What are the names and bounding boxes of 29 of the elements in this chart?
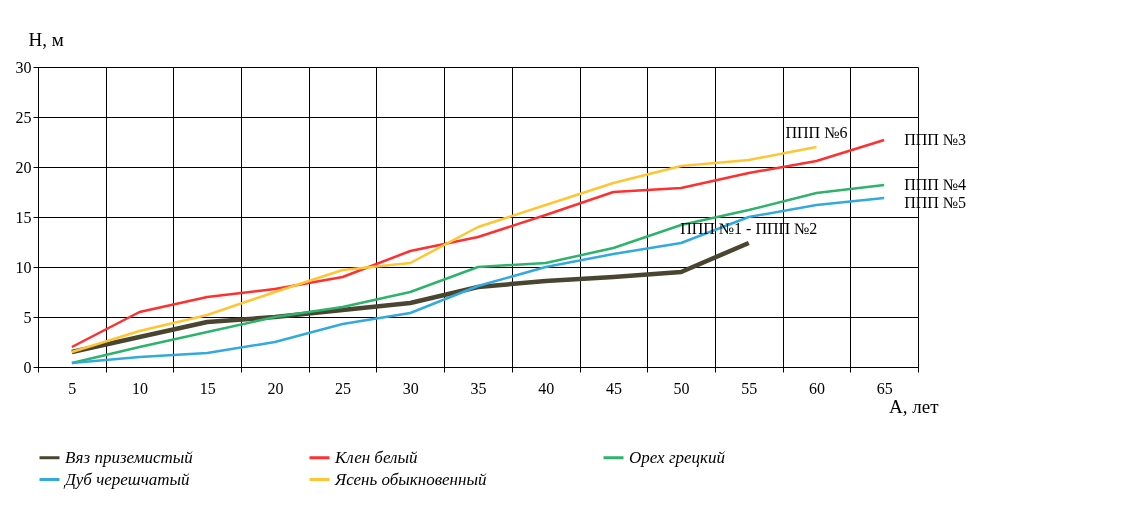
x-tick-label: 10 (132, 379, 149, 397)
x-tick-label: 35 (470, 379, 487, 397)
y-tick-label: 0 (23, 358, 32, 376)
legend-label: Дуб черешчатый (63, 469, 191, 489)
x-tick-label: 65 (876, 379, 893, 397)
x-axis-title: А, лет (889, 395, 940, 417)
y-axis-title: Н, м (28, 28, 64, 50)
line-series (69, 240, 752, 355)
x-tick-label: 60 (808, 379, 825, 397)
y-tick-label: 20 (15, 158, 32, 176)
legend-label: Орех грецкий (629, 447, 726, 467)
x-tick-label: 50 (673, 379, 690, 397)
y-tick-label: 15 (15, 208, 32, 226)
annotation: ППП №6 (785, 124, 848, 141)
y-tick-label: 10 (15, 258, 32, 276)
legend-label: Клен белый (334, 447, 418, 467)
x-tick-label: 20 (267, 379, 284, 397)
x-tick-label: 45 (605, 379, 622, 397)
y-tick-label: 5 (23, 308, 32, 326)
x-tick-label: 15 (199, 379, 216, 397)
legend-label: Вяз приземистый (65, 447, 194, 467)
x-tick-label: 55 (741, 379, 758, 397)
y-tick-label: 30 (15, 58, 32, 76)
x-tick-label: 30 (402, 379, 419, 397)
y-tick-label: 25 (15, 108, 32, 126)
x-tick-label: 5 (68, 379, 77, 397)
x-tick-label: 25 (335, 379, 352, 397)
legend-label: Ясень обыкновенный (334, 469, 487, 489)
x-tick-label: 40 (538, 379, 555, 397)
